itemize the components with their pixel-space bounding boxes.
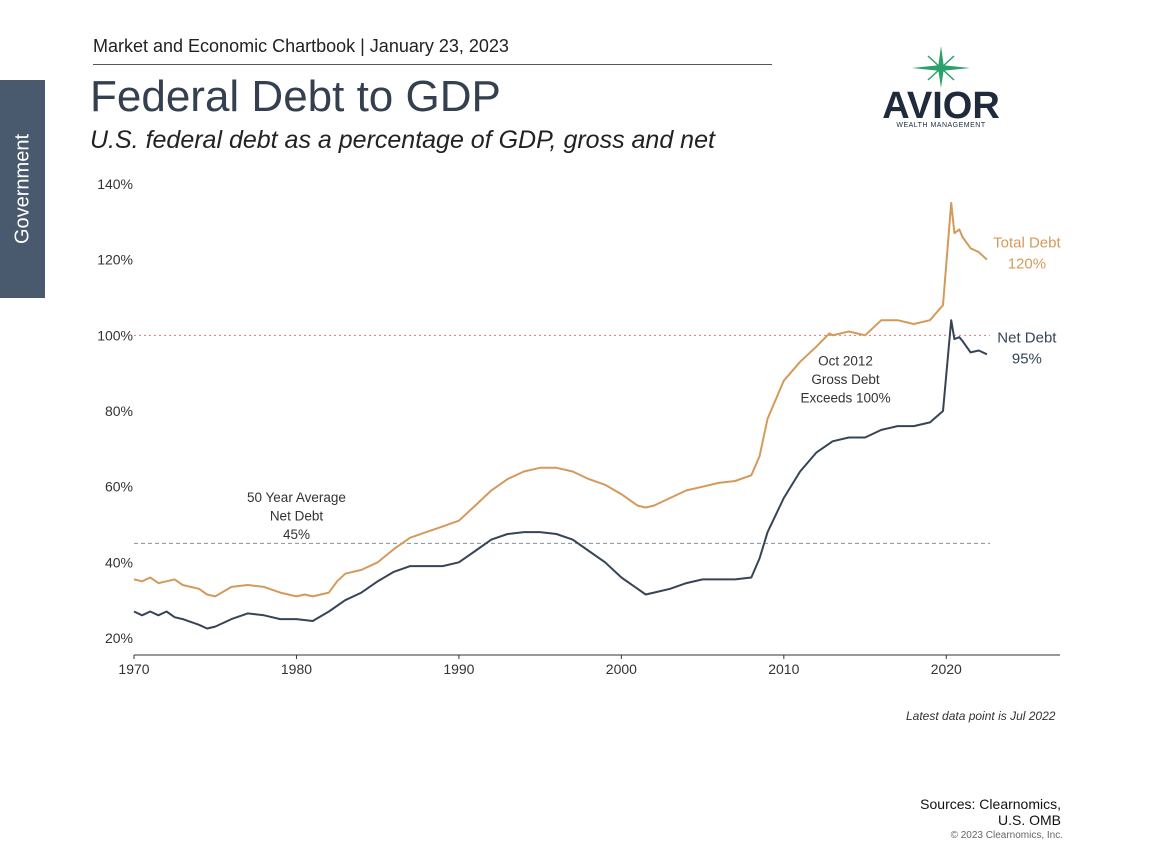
sources-note: Sources: Clearnomics, U.S. OMB	[920, 796, 1061, 828]
sources-line-2: U.S. OMB	[997, 812, 1061, 828]
annotation-text: Gross Debt	[811, 372, 880, 387]
logo-tagline: WEALTH MANAGEMENT	[896, 122, 985, 129]
series-end-label: Net Debt	[997, 329, 1057, 346]
annotation-text: 45%	[283, 527, 310, 542]
sources-line-1: Sources: Clearnomics,	[920, 796, 1061, 812]
annotation-text: 50 Year Average	[247, 490, 346, 505]
y-tick-label: 60%	[105, 479, 133, 495]
series-end-label: Total Debt	[993, 235, 1061, 252]
x-tick-label: 2020	[931, 661, 962, 677]
annotation-text: Net Debt	[270, 508, 324, 523]
star-icon	[912, 46, 970, 88]
section-tab: Government	[0, 80, 45, 298]
series-end-label: 95%	[1012, 350, 1042, 367]
x-tick-label: 2010	[768, 661, 799, 677]
y-tick-label: 120%	[97, 252, 133, 268]
annotation-text: Exceeds 100%	[801, 391, 891, 406]
y-tick-label: 140%	[97, 176, 133, 192]
series-line	[133, 201, 988, 598]
page-subtitle: U.S. federal debt as a percentage of GDP…	[90, 126, 715, 154]
y-tick-label: 20%	[105, 630, 133, 646]
x-tick-label: 1980	[281, 661, 312, 677]
x-tick-label: 1970	[118, 661, 149, 677]
avior-logo: AVIOR WEALTH MANAGEMENT	[882, 46, 1000, 129]
y-tick-label: 100%	[97, 327, 133, 343]
y-tick-label: 80%	[105, 403, 133, 419]
copyright: © 2023 Clearnomics, Inc.	[950, 830, 1063, 841]
page-title: Federal Debt to GDP	[90, 72, 501, 121]
series-line	[133, 319, 988, 630]
y-tick-label: 40%	[105, 554, 133, 570]
series-end-label: 120%	[1008, 256, 1046, 273]
header-text: Market and Economic Chartbook | January …	[93, 36, 509, 56]
latest-data-note: Latest data point is Jul 2022	[906, 709, 1056, 723]
logo-wordmark: AVIOR	[882, 85, 1000, 127]
header-divider	[93, 64, 772, 65]
x-tick-label: 2000	[606, 661, 637, 677]
x-tick-label: 1990	[443, 661, 474, 677]
annotation-text: Oct 2012	[818, 354, 873, 369]
